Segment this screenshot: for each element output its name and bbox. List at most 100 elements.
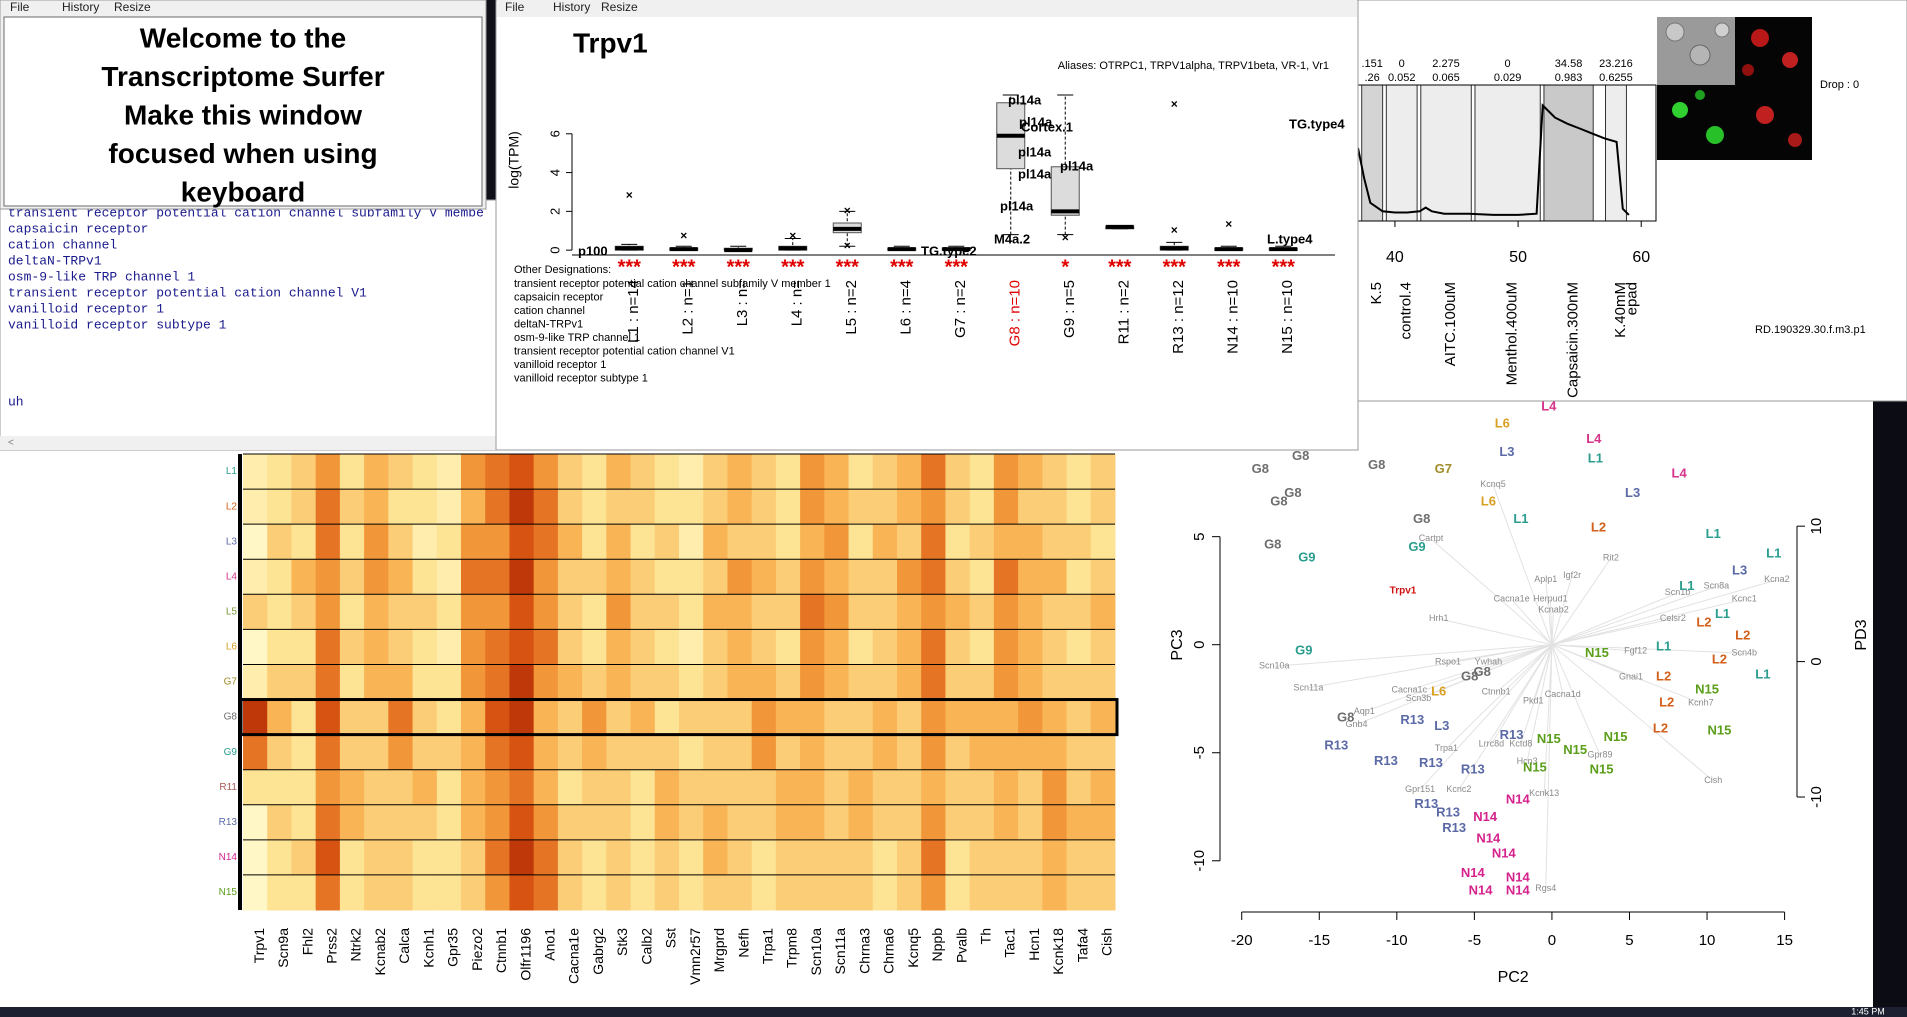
heatmap-cell: [509, 699, 535, 736]
heatmap-cell: [1066, 489, 1092, 525]
heatmap-cell: [897, 804, 922, 841]
loading-arrow: [1551, 585, 1717, 646]
heatmap-cell: [485, 874, 510, 911]
significance: ***: [781, 256, 805, 278]
heatmap-cell: [388, 699, 414, 736]
heatmap-cell: [679, 559, 704, 595]
menu-item[interactable]: File: [10, 0, 30, 14]
heatmap-cell: [485, 454, 510, 490]
heatmap-cell: [775, 839, 801, 876]
heatmap-cell: [969, 699, 995, 736]
heatmap-cell: [1090, 664, 1116, 701]
heatmap-cell: [267, 559, 292, 595]
heatmap-cell: [315, 489, 341, 525]
heatmap-cell: [412, 559, 438, 595]
heatmap-cell: [654, 454, 680, 490]
cell: [1665, 22, 1685, 42]
significance: ***: [1163, 256, 1187, 278]
cell-point: N14: [1469, 882, 1494, 897]
heatmap-cell: [727, 699, 753, 736]
window-label: Menthol.400uM: [1504, 282, 1521, 385]
menu-item[interactable]: File: [505, 0, 525, 14]
heatmap-cell: [412, 629, 438, 665]
cell-point: L1: [1679, 578, 1694, 593]
loading-arrow: [1418, 644, 1553, 700]
gene-loading: Scn11a: [1293, 682, 1323, 692]
heatmap-cell: [461, 629, 486, 665]
heatmap-cell: [582, 664, 607, 701]
heatmap-cell: [751, 769, 777, 806]
heatmap-cell: [727, 594, 753, 630]
heatmap-cell: [993, 664, 1019, 701]
outlier: ×: [626, 188, 633, 202]
menu-item[interactable]: History: [553, 0, 590, 14]
gene-loading: Kcnab2: [1538, 604, 1569, 614]
heatmap-cell: [921, 454, 946, 490]
heatmap-cell: [630, 664, 656, 701]
cell-point: N15: [1590, 761, 1614, 776]
heatmap-cell: [848, 664, 874, 701]
heatmap-cell: [727, 804, 753, 841]
heatmap-cell: [582, 734, 607, 771]
heatmap-cell: [509, 769, 535, 806]
stimulus-window: [1474, 84, 1541, 222]
heatmap-cell: [679, 664, 704, 701]
row-label: N15: [219, 887, 238, 898]
menu-item[interactable]: History: [62, 0, 99, 14]
menu-item[interactable]: Resize: [114, 0, 151, 14]
gene-loading: Cacna1e: [1494, 594, 1530, 604]
heatmap-cell: [388, 769, 414, 806]
cell-point: N14: [1476, 831, 1501, 846]
x-tick-label: 15: [1776, 932, 1793, 949]
heatmap-cell: [533, 524, 559, 560]
heatmap-cell: [509, 489, 535, 525]
y-tick-label: 2: [547, 208, 562, 215]
heatmap-cell: [606, 874, 632, 911]
sample-annotation: pl14a: [1018, 166, 1052, 181]
heatmap-cell: [339, 839, 365, 876]
gene-label: Scn10a: [808, 928, 824, 976]
heatmap-cell: [945, 839, 971, 876]
gene-label: Piezo2: [469, 928, 485, 971]
window-label: control.4: [1398, 282, 1415, 340]
sample-annotation: M4a.2: [994, 231, 1030, 246]
heatmap-cell: [630, 629, 656, 665]
heatmap-cell: [267, 664, 292, 701]
gene-label: Kcnab2: [372, 928, 388, 976]
menu-item[interactable]: Resize: [601, 0, 638, 14]
heatmap-cell: [533, 769, 559, 806]
heatmap-cell: [897, 559, 922, 595]
gene-loading: Cish: [1704, 775, 1722, 785]
heatmap-cell: [679, 629, 704, 665]
heatmap-cell: [751, 664, 777, 701]
heatmap-cell: [751, 699, 777, 736]
heatmap-cell: [630, 804, 656, 841]
heatmap-cell: [897, 524, 922, 560]
cell-point: G8: [1264, 537, 1281, 552]
input-text[interactable]: uh: [8, 394, 24, 409]
heatmap-cell: [703, 699, 728, 736]
gene-loading: Lrrc8d: [1479, 738, 1505, 748]
heatmap-cell: [872, 699, 898, 736]
heatmap-cell: [824, 489, 850, 525]
heatmap-cell: [630, 769, 656, 806]
heatmap-cell: [1018, 874, 1043, 911]
heatmap-cell: [727, 454, 753, 490]
heatmap-cell: [775, 629, 801, 665]
gene-loading: Ywhah: [1475, 656, 1503, 666]
designation-line: cation channel: [8, 237, 117, 252]
loading-arrow: [1551, 644, 1601, 756]
scroll-arrow[interactable]: <: [8, 438, 14, 449]
heatmap-cell: [921, 769, 946, 806]
heatmap-cell: [897, 454, 922, 490]
cell-point: L4: [1541, 398, 1557, 413]
heatmap-cell: [339, 874, 365, 911]
heatmap-cell: [606, 769, 632, 806]
gene-loading: Scn4b: [1731, 648, 1757, 658]
gene-loading: Kcnc2: [1446, 784, 1471, 794]
heatmap-cell: [630, 454, 656, 490]
heatmap-cell: [485, 769, 510, 806]
heatmap-cell: [1090, 524, 1116, 560]
significance: ***: [945, 256, 969, 278]
scrollbar[interactable]: [0, 436, 496, 450]
